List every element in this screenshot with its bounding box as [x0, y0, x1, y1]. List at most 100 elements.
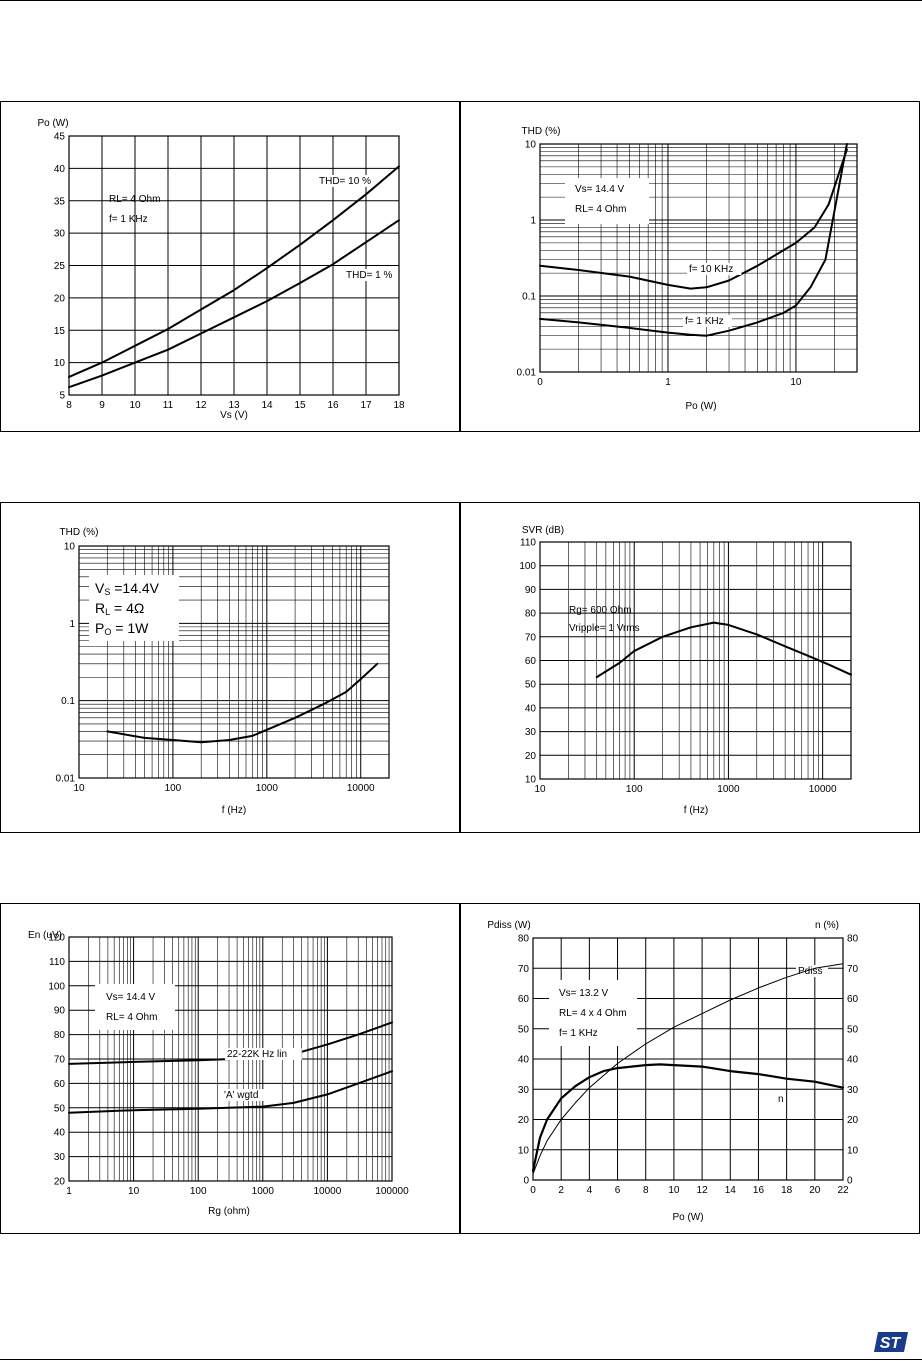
x-tick-label: 4 [587, 1185, 593, 1196]
series-line [539, 148, 848, 290]
chart-thd-vs-output-power: 0 1 10 0.01 0.1 1 10 Po (W) THD (%) f= 10 KHz f= 1… [517, 126, 858, 412]
x-tick-label: 17 [360, 400, 372, 411]
annotation-text: f= 1 KHz [109, 214, 148, 225]
x-tick-label: 9 [99, 400, 105, 411]
y-axis-label: Po (W) [37, 118, 68, 129]
y2-tick-label: 0 [847, 1176, 853, 1187]
y-tick-label: 40 [54, 164, 66, 175]
chart-panel-output-power-vs-supply: 8 9 10 11 12 13 14 15 16 17 18 5 10 15 20 25 30 35 40 45 Vs … [0, 101, 460, 432]
series-label: THD= 1 % [346, 270, 393, 281]
y-tick-label: 0.01 [56, 774, 76, 785]
chart-panel-power-dissipation-efficiency: 0 2 4 6 8 10 12 14 16 18 20 22 0 0 10 10 20 20 30 30 40 40 50 5… [460, 903, 920, 1234]
y-tick-label: 35 [54, 196, 66, 207]
x-axis-label: Po (W) [672, 1212, 703, 1223]
y-tick-label: 5 [59, 391, 65, 402]
y-axis-label: SVR (dB) [522, 525, 564, 536]
y-tick-label: 0 [523, 1176, 529, 1187]
series-label-bg [796, 965, 828, 977]
st-logo: ST [874, 1332, 908, 1352]
st-logo-text: ST [880, 1335, 902, 1352]
y2-tick-label: 80 [847, 934, 859, 945]
series-label-bg [317, 175, 372, 187]
chart-panel-thd-vs-output-power: 0 1 10 0.01 0.1 1 10 Po (W) THD (%) f= 10 KHz f= 1… [460, 101, 920, 432]
y-tick-label: 50 [518, 1024, 530, 1035]
y2-tick-label: 60 [847, 994, 859, 1005]
chart-panel-thd-vs-frequency: 10 100 1000 10000 0.01 0.1 1 10 f (Hz) THD (%) VS … [0, 502, 460, 833]
x-tick-label: 10000 [347, 783, 375, 794]
x-tick-label: 16 [327, 400, 339, 411]
chart-svr-vs-frequency: 10 100 1000 10000 10 20 30 40 50 60 70 80 90 100 110 f … [519, 525, 852, 816]
y2-tick-label: 70 [847, 964, 859, 975]
x-tick-label: 10000 [809, 784, 837, 795]
y-tick-label: 10 [525, 775, 537, 786]
annotation-text: f= 1 KHz [559, 1028, 598, 1039]
y2-tick-label: 40 [847, 1055, 859, 1066]
y2-tick-label: 20 [847, 1115, 859, 1126]
x-tick-label: 10 [73, 783, 85, 794]
series-line [595, 621, 852, 679]
annotation-box [549, 980, 637, 1046]
x-axis-label: f (Hz) [684, 805, 708, 816]
x-tick-label: 22 [837, 1185, 849, 1196]
series-line [68, 219, 400, 389]
x-tick-label: 1000 [717, 784, 740, 795]
plot-frame [78, 545, 390, 779]
y-tick-label: 60 [518, 994, 530, 1005]
x-tick-label: 14 [725, 1185, 737, 1196]
annotation-box [89, 575, 179, 641]
series-label-bg [776, 1093, 786, 1105]
annotation-text: RL= 4 Ohm [109, 194, 160, 205]
series-label-bg [225, 1048, 302, 1060]
annotation-text: Rg= 600 Ohm [569, 605, 632, 616]
series-label: f= 1 KHz [685, 316, 724, 327]
annotation-text: Vs= 14.4 V [575, 184, 625, 195]
y-tick-label: 30 [525, 727, 537, 738]
y-tick-label: 0.1 [522, 292, 536, 303]
annotation-box [565, 178, 649, 224]
annotation-text: PO = 1W [95, 620, 149, 637]
x-tick-label: 12 [697, 1185, 709, 1196]
y-tick-label: 40 [518, 1055, 530, 1066]
chart-panel-svr-vs-frequency: 10 100 1000 10000 10 20 30 40 50 60 70 80 90 100 110 f … [460, 502, 920, 833]
x-tick-label: 10 [129, 400, 141, 411]
grid [78, 545, 389, 779]
x-tick-label: 14 [261, 400, 273, 411]
annotation-text: RL= 4 Ohm [106, 1012, 157, 1023]
plot-frame [68, 936, 393, 1182]
y-tick-label: 30 [518, 1085, 530, 1096]
annotation-text: RL = 4Ω [95, 600, 144, 617]
y-tick-label: 15 [54, 326, 66, 337]
chart-noise-vs-source-resistance: 1 10 100 1000 10000 1000002030405060708090100… [28, 930, 409, 1217]
y-axis-label: En (uV) [28, 930, 62, 941]
chart-panel-noise-vs-source-resistance: 1 10 100 1000 10000 100000 20 30 40 50 60 70 80 90 100… [0, 903, 460, 1234]
y2-tick-label: 10 [847, 1145, 859, 1156]
x-tick-label: 13 [228, 400, 240, 411]
series-label-bg [344, 269, 393, 281]
y-tick-label: 110 [49, 957, 65, 968]
annotation-box [95, 984, 175, 1030]
y-axis-label: THD (%) [522, 126, 561, 137]
y-axis-label: Pdiss (W) [487, 920, 530, 931]
x-tick-label: 10 [534, 784, 546, 795]
y-tick-label: 25 [54, 261, 66, 272]
bottom-rule [0, 1359, 922, 1360]
y-tick-label: 70 [54, 1055, 66, 1066]
y-tick-label: 10 [64, 542, 76, 553]
y2-tick-label: 30 [847, 1085, 859, 1096]
y-tick-label: 0.01 [517, 368, 537, 379]
series-label-bg [687, 263, 742, 275]
x-tick-label: 10 [668, 1185, 680, 1196]
x-tick-label: 6 [615, 1185, 621, 1196]
y-tick-label: 80 [518, 934, 530, 945]
series-label: THD= 10 % [319, 176, 371, 187]
x-tick-label: 20 [809, 1185, 821, 1196]
x-tick-label: 10000 [313, 1186, 341, 1197]
x-tick-label: 1 [665, 377, 671, 388]
y-tick-label: 90 [54, 1006, 66, 1017]
y-tick-label: 20 [525, 751, 537, 762]
grid [539, 541, 851, 780]
x-tick-label: 100 [165, 783, 182, 794]
y-tick-label: 60 [54, 1079, 66, 1090]
series-label: 'A' wgtd [224, 1090, 258, 1101]
y-tick-label: 20 [54, 293, 66, 304]
